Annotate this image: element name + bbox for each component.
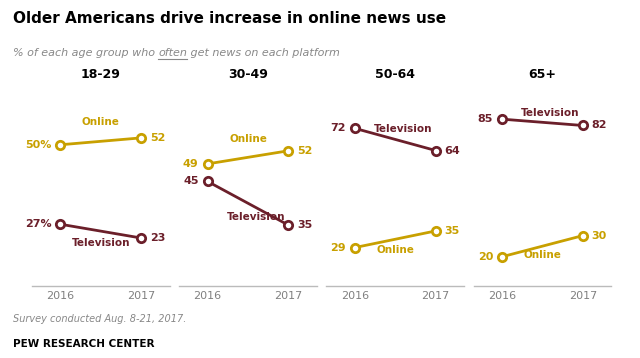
Text: 52: 52 [298,146,313,156]
Text: Online: Online [82,117,120,127]
Text: get news on each platform: get news on each platform [187,48,340,58]
Text: 29: 29 [330,243,346,253]
Title: 18-29: 18-29 [81,68,121,81]
Text: 27%: 27% [25,219,51,229]
Text: 49: 49 [183,159,198,169]
Text: 20: 20 [477,252,493,262]
Text: 23: 23 [150,233,166,243]
Title: 65+: 65+ [529,68,556,81]
Text: 72: 72 [330,123,346,133]
Text: PEW RESEARCH CENTER: PEW RESEARCH CENTER [13,339,154,349]
Text: Older Americans drive increase in online news use: Older Americans drive increase in online… [13,11,446,26]
Title: 50-64: 50-64 [375,68,415,81]
Text: 85: 85 [477,114,493,124]
Text: Survey conducted Aug. 8-21, 2017.: Survey conducted Aug. 8-21, 2017. [13,314,186,324]
Text: Online: Online [376,245,414,255]
Text: Television: Television [521,108,580,118]
Text: 35: 35 [298,220,312,230]
Title: 30-49: 30-49 [228,68,268,81]
Text: 30: 30 [592,231,607,241]
Text: Television: Television [227,212,285,222]
Text: 52: 52 [150,133,166,143]
Text: Television: Television [374,124,433,134]
Text: 82: 82 [592,121,607,131]
Text: % of each age group who: % of each age group who [13,48,158,58]
Text: Television: Television [72,238,130,248]
Text: Online: Online [524,250,561,260]
Text: 64: 64 [445,145,460,155]
Text: 35: 35 [445,226,460,236]
Text: 50%: 50% [25,140,51,150]
Text: often: often [158,48,187,58]
Text: 45: 45 [183,176,198,187]
Text: Online: Online [229,134,267,144]
